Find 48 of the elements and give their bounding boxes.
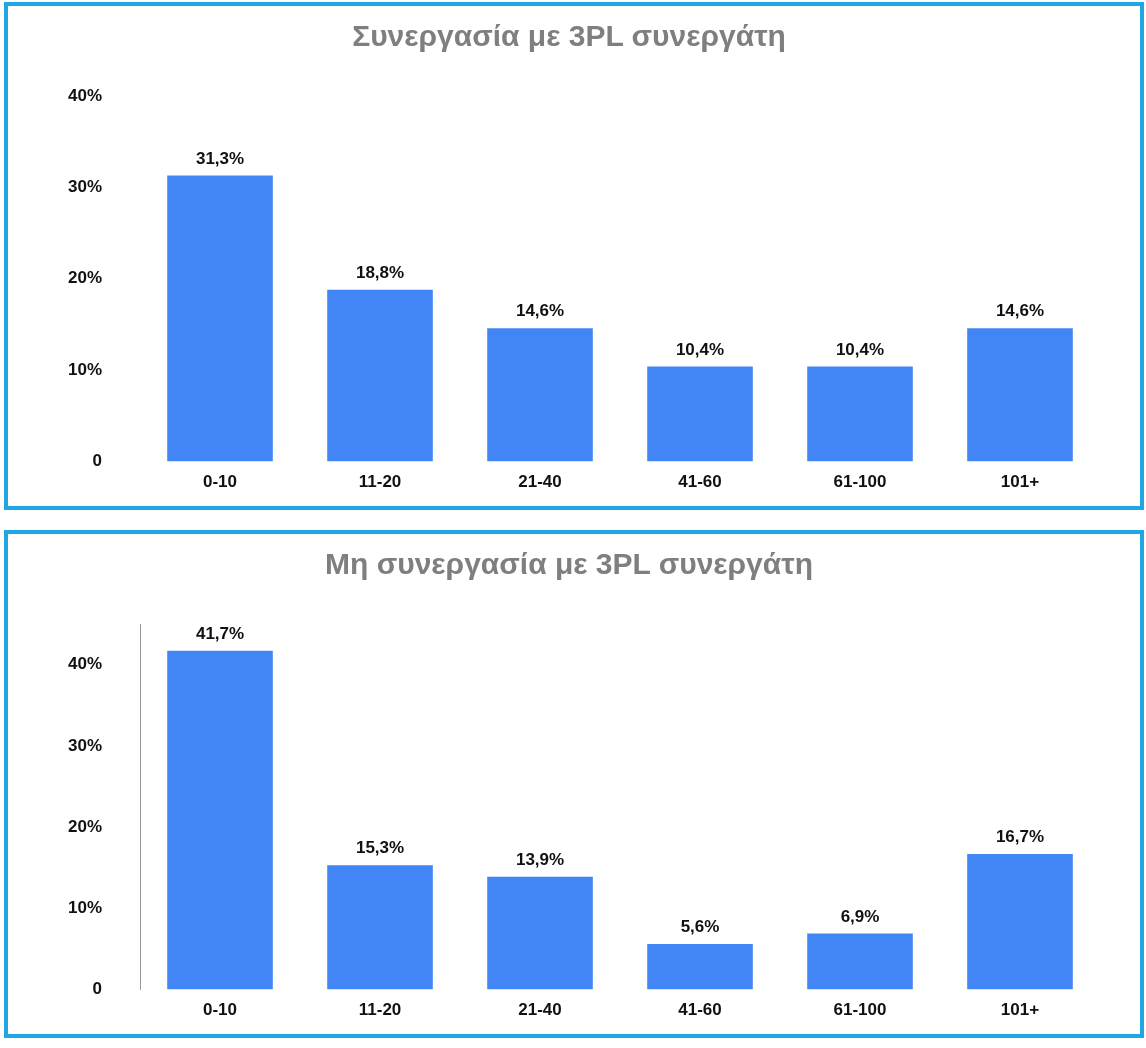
- y-tick-label: 30%: [67, 177, 103, 197]
- chart-title: Συνεργασία με 3PL συνεργάτη: [352, 19, 786, 53]
- data-label: 15,3%: [355, 838, 405, 858]
- x-tick-label: 11-20: [358, 472, 402, 492]
- bar: [807, 366, 913, 462]
- x-tick-label: 101+: [1000, 472, 1040, 492]
- data-label: 14,6%: [515, 301, 565, 321]
- x-tick-label: 41-60: [678, 1000, 722, 1020]
- y-tick-label: 40%: [67, 85, 103, 105]
- bar: [327, 289, 433, 462]
- bar: [327, 865, 433, 990]
- data-label: 18,8%: [355, 262, 405, 282]
- bar: [967, 328, 1073, 462]
- x-tick-label: 0-10: [203, 472, 238, 492]
- bar: [167, 175, 273, 462]
- bar: [487, 328, 593, 462]
- data-label: 10,4%: [675, 339, 725, 359]
- chart-title: Μη συνεργασία με 3PL συνεργάτη: [325, 547, 813, 581]
- bar: [487, 876, 593, 990]
- data-label: 6,9%: [840, 906, 880, 926]
- x-tick-label: 61-100: [833, 472, 887, 492]
- bar: [807, 933, 913, 990]
- bar: [967, 853, 1073, 990]
- data-label: 10,4%: [835, 339, 885, 359]
- y-tick-label: 0: [92, 451, 103, 471]
- x-tick-label: 41-60: [678, 472, 722, 492]
- bar: [167, 650, 273, 990]
- y-tick-label: 10%: [67, 359, 103, 379]
- bar: [647, 366, 753, 462]
- bar: [647, 944, 753, 990]
- data-label: 13,9%: [515, 849, 565, 869]
- y-tick-label: 30%: [67, 735, 103, 755]
- y-tick-label: 0: [92, 979, 103, 999]
- y-tick-label: 10%: [67, 898, 103, 918]
- y-tick-label: 20%: [67, 816, 103, 836]
- data-label: 5,6%: [680, 917, 720, 937]
- data-label: 41,7%: [195, 624, 245, 643]
- data-label: 16,7%: [995, 827, 1045, 847]
- x-tick-label: 101+: [1000, 1000, 1040, 1020]
- data-label: 14,6%: [995, 301, 1045, 321]
- x-tick-label: 11-20: [358, 1000, 402, 1020]
- data-label: 31,3%: [195, 148, 245, 168]
- x-tick-label: 21-40: [518, 472, 562, 492]
- x-tick-label: 61-100: [833, 1000, 887, 1020]
- x-tick-label: 0-10: [203, 1000, 238, 1020]
- y-tick-label: 20%: [67, 268, 103, 288]
- x-tick-label: 21-40: [518, 1000, 562, 1020]
- y-tick-label: 40%: [67, 654, 103, 674]
